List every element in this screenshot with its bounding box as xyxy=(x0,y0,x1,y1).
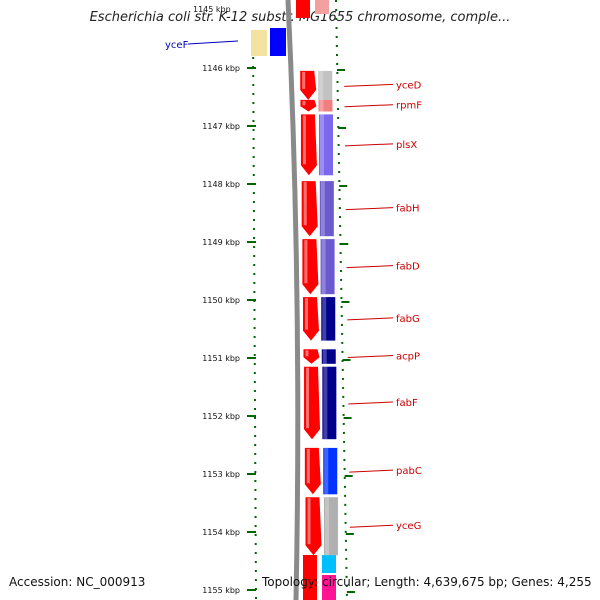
gene-leader-line xyxy=(344,104,394,108)
gene-leader-line xyxy=(348,401,394,405)
ruler-tick-label: 1147 kbp xyxy=(202,122,240,131)
bottom-partial-cyan xyxy=(322,555,336,573)
gene-arrow-highlight xyxy=(304,240,308,284)
right-dotted-track xyxy=(335,0,348,600)
left-gene-label: yceF xyxy=(165,40,189,51)
ruler-tick-label: 1151 kbp xyxy=(202,354,240,363)
top-partial-red xyxy=(296,0,310,18)
gene-arrow-highlight xyxy=(305,350,309,357)
left-dotted-track xyxy=(252,29,257,600)
bottom-partial-red xyxy=(303,555,317,600)
gene-cog-block[interactable] xyxy=(321,349,336,364)
yceF-block-yellow xyxy=(251,30,267,56)
gene-label[interactable]: rpmF xyxy=(396,101,422,112)
gene-label[interactable]: acpP xyxy=(396,352,420,363)
gene-fabH[interactable]: fabH xyxy=(301,181,420,237)
gene-rpmF[interactable]: rpmF xyxy=(300,99,422,112)
gene-cog-highlight xyxy=(319,99,324,112)
gene-cog-block[interactable] xyxy=(318,114,333,176)
gene-cog-highlight xyxy=(323,366,328,440)
gene-cog-block[interactable] xyxy=(322,366,337,440)
gene-leader-line xyxy=(346,265,394,269)
gene-leader-line xyxy=(347,317,394,321)
top-partial-pink xyxy=(315,0,329,14)
ruler-tick-label: 1154 kbp xyxy=(202,528,240,537)
gene-cog-highlight xyxy=(324,497,329,556)
gene-leader-line xyxy=(347,355,394,359)
ruler-tick-label: 1153 kbp xyxy=(202,470,240,479)
gene-label[interactable]: pabC xyxy=(396,466,422,477)
left-gene-leader-line xyxy=(187,40,239,45)
gene-arrow-highlight xyxy=(306,448,310,484)
decor-layer: 1145 kbp xyxy=(193,0,348,600)
left-gene-yceF[interactable]: yceF xyxy=(165,40,239,51)
gene-label[interactable]: fabG xyxy=(396,314,420,325)
gene-cog-highlight xyxy=(322,349,327,364)
chromosome-backbone xyxy=(285,0,301,600)
ruler-layer: 1146 kbp 1147 kbp 1148 kbp 1149 kbp 1150 kbp… xyxy=(202,64,355,595)
gene-yceG[interactable]: yceG xyxy=(305,497,421,556)
gene-label[interactable]: fabH xyxy=(396,204,420,215)
gene-leader-line xyxy=(344,83,394,87)
gene-label[interactable]: yceG xyxy=(396,521,421,532)
gene-label[interactable]: fabF xyxy=(396,398,418,409)
gene-fabD[interactable]: fabD xyxy=(302,239,420,295)
gene-label[interactable]: yceD xyxy=(396,80,422,91)
gene-fabF[interactable]: fabF xyxy=(304,366,418,440)
ruler-tick-label: 1149 kbp xyxy=(202,238,240,247)
gene-pabC[interactable]: pabC xyxy=(304,447,422,495)
gene-cog-highlight xyxy=(319,114,324,176)
gene-cog-highlight xyxy=(320,181,325,237)
ruler-tick-label: 1155 kbp xyxy=(202,586,240,595)
gene-label[interactable]: fabD xyxy=(396,262,420,273)
gene-cog-highlight xyxy=(321,239,326,295)
gene-cog-block[interactable] xyxy=(323,497,338,556)
gene-leader-line xyxy=(349,524,394,528)
gene-cog-highlight xyxy=(322,297,327,341)
gene-plsX[interactable]: plsX xyxy=(300,114,417,176)
gene-arrow-highlight xyxy=(302,71,306,89)
gene-arrow-highlight xyxy=(305,298,309,330)
gene-arrow-highlight xyxy=(306,367,310,429)
gene-cog-block[interactable] xyxy=(318,99,333,112)
gene-yceD[interactable]: yceD xyxy=(300,70,422,100)
accession-text: Accession: NC_000913 xyxy=(9,575,146,589)
gene-leader-line xyxy=(349,469,394,473)
gene-label[interactable]: plsX xyxy=(396,140,417,151)
gene-cog-highlight xyxy=(324,447,329,495)
gene-cog-block[interactable] xyxy=(319,181,334,237)
ruler-tick-label: 1150 kbp xyxy=(202,296,240,305)
top-partial-tick-label: 1145 kbp xyxy=(193,5,231,14)
gene-arrow-highlight xyxy=(302,115,306,165)
topology-text: Topology: circular; Length: 4,639,675 bp… xyxy=(262,575,592,589)
gene-cog-block[interactable] xyxy=(320,239,335,295)
gene-arrow-highlight xyxy=(302,100,306,106)
gene-cog-block[interactable] xyxy=(321,297,336,341)
gene-acpP[interactable]: acpP xyxy=(303,349,420,364)
ruler-tick-label: 1152 kbp xyxy=(202,412,240,421)
gene-leader-line xyxy=(345,207,394,211)
gene-arrow-highlight xyxy=(303,182,307,226)
yceF-block-blue xyxy=(270,28,286,56)
gene-cog-block[interactable] xyxy=(318,70,333,100)
gene-cog-highlight xyxy=(319,70,324,100)
gene-leader-line xyxy=(344,143,394,147)
ruler-tick-label: 1146 kbp xyxy=(202,64,240,73)
ruler-tick-label: 1148 kbp xyxy=(202,180,240,189)
gene-fabG[interactable]: fabG xyxy=(303,297,420,341)
bottom-partial-magenta xyxy=(322,575,336,600)
gene-arrow-highlight xyxy=(307,498,311,545)
gene-cog-block[interactable] xyxy=(323,447,338,495)
genes-layer: yceD rpmF plsX fabH fabD fabG acpP fabF pabC yceG xyxy=(300,70,422,556)
